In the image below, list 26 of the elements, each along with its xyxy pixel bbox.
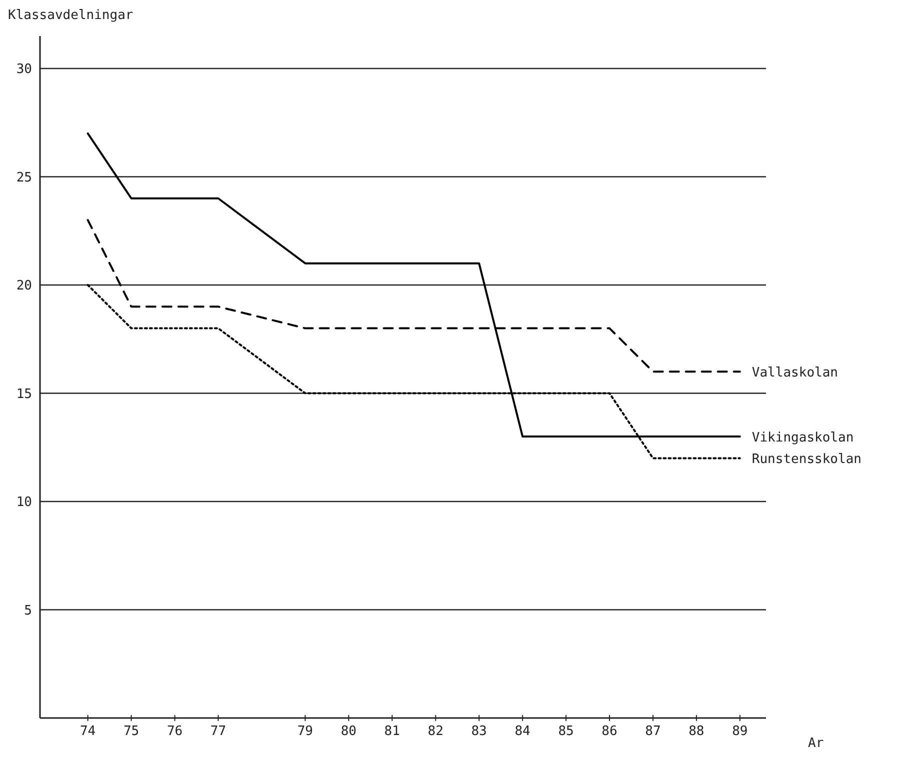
x-tick-label: 76 [166, 724, 183, 740]
series-label: Vallaskolan [752, 366, 838, 381]
x-tick-label: 83 [471, 724, 487, 740]
x-tick-label: 85 [558, 724, 574, 740]
x-axis-title: Ar [808, 736, 824, 751]
x-tick-label: 77 [210, 724, 226, 740]
x-tick-label: 87 [645, 724, 661, 740]
y-tick-label: 20 [16, 278, 32, 294]
x-tick-label: 89 [732, 724, 748, 740]
x-tick-label: 80 [340, 724, 356, 740]
series-label: Vikingaskolan [752, 430, 854, 446]
x-tick-label: 86 [602, 724, 618, 740]
x-tick-label: 88 [688, 724, 704, 740]
y-axis-title: Klassavdelningar [8, 8, 134, 23]
y-tick-label: 15 [16, 386, 32, 402]
y-tick-label: 10 [16, 495, 32, 510]
series-label: Runstensskolan [752, 452, 862, 468]
x-tick-label: 75 [123, 724, 140, 740]
x-tick-label: 79 [297, 724, 314, 740]
y-tick-label: 5 [24, 603, 32, 618]
x-tick-label: 81 [384, 724, 400, 740]
y-tick-label: 30 [16, 62, 32, 78]
x-tick-label: 84 [514, 724, 531, 740]
x-tick-label: 82 [428, 724, 444, 740]
x-tick-label: 74 [80, 724, 96, 740]
y-tick-label: 25 [16, 170, 32, 186]
